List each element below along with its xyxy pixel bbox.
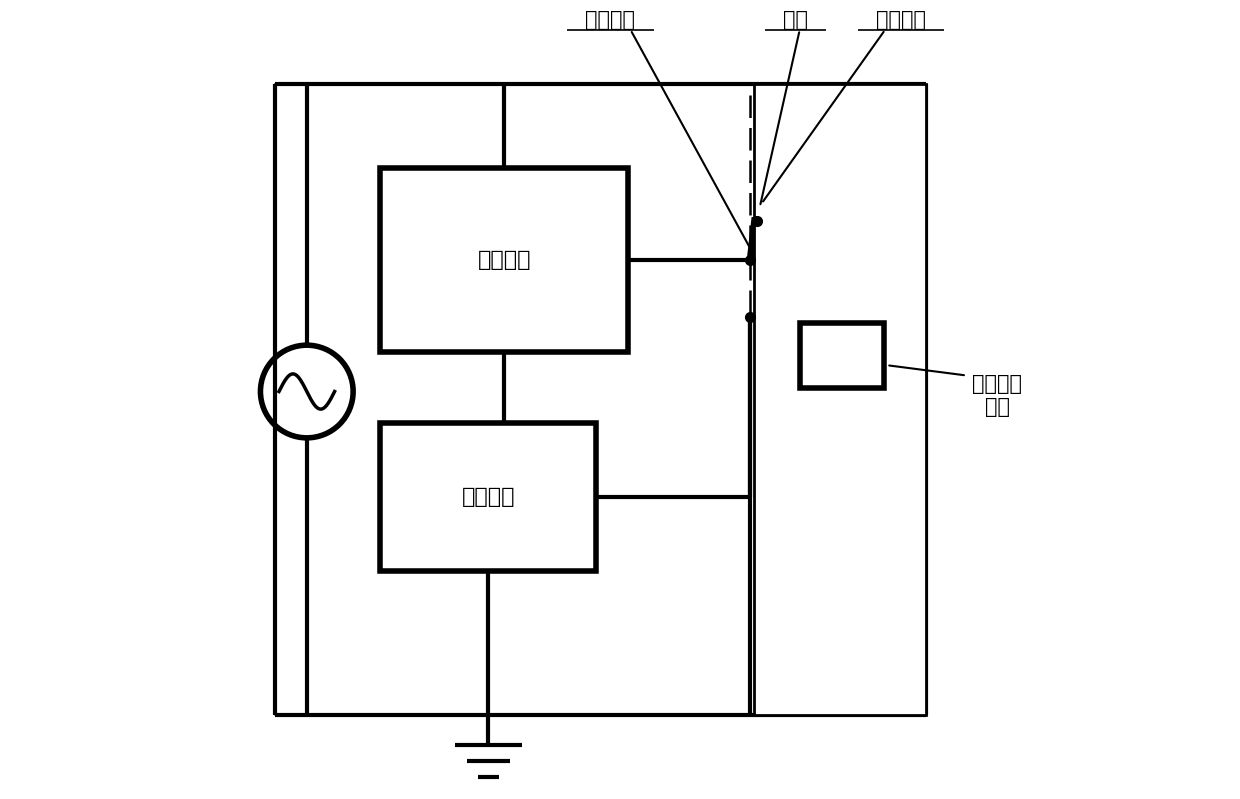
Bar — [275, 84, 750, 715]
Bar — [381, 423, 596, 571]
Text: 谐振电路: 谐振电路 — [461, 487, 515, 507]
Bar — [754, 84, 926, 715]
Text: 微控制器: 微控制器 — [477, 249, 531, 270]
Text: 压电陶瓷
元件: 压电陶瓷 元件 — [972, 374, 1022, 417]
Text: 开关: 开关 — [784, 10, 808, 30]
Bar — [800, 323, 884, 388]
Bar — [381, 168, 627, 352]
Text: 第二位置: 第二位置 — [585, 10, 635, 30]
Text: 第一位置: 第一位置 — [877, 10, 926, 30]
